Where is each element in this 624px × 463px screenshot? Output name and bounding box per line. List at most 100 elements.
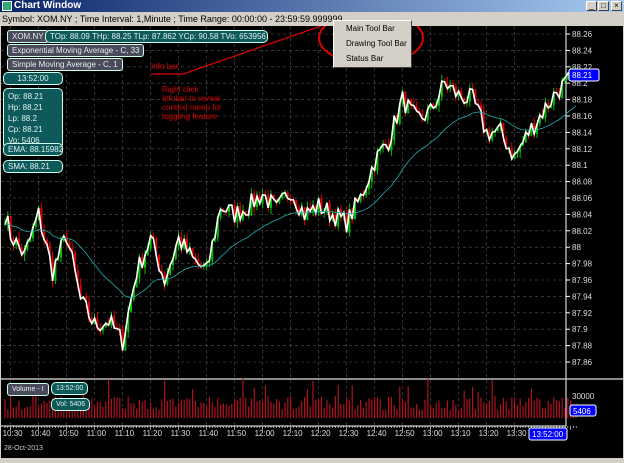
volume-last-badge bbox=[569, 404, 597, 417]
x-tick-label: 10:30 bbox=[3, 429, 24, 438]
candle-body bbox=[446, 81, 449, 89]
candle-body bbox=[312, 205, 314, 212]
sma-indicator-label[interactable]: Simple Moving Average - C, 1 bbox=[7, 58, 123, 71]
candle-body bbox=[40, 207, 43, 232]
candle-body bbox=[496, 126, 499, 132]
candle-body bbox=[337, 209, 340, 227]
candle-body bbox=[261, 194, 264, 204]
symbol-badge[interactable]: XOM.NY bbox=[7, 30, 49, 43]
candle-body bbox=[216, 217, 219, 238]
menu-item-main-tool-bar[interactable]: Main Tool Bar bbox=[346, 24, 395, 33]
candle-body bbox=[334, 214, 337, 227]
candle-body bbox=[54, 260, 57, 281]
candle-body bbox=[242, 211, 244, 220]
candle-body bbox=[457, 90, 460, 97]
ema-value: EMA: 88.15982 bbox=[3, 143, 63, 156]
candle-body bbox=[12, 239, 15, 245]
close-line bbox=[4, 70, 577, 351]
x-tick-label: 11:20 bbox=[143, 429, 163, 438]
symbol-info-line: Symbol: XOM.NY ; Time Interval: 1,Minute… bbox=[2, 14, 343, 24]
candle-body bbox=[415, 105, 418, 111]
candle-body bbox=[513, 153, 516, 159]
y-tick-label: 87.96 bbox=[572, 276, 593, 285]
info-bar-stats[interactable]: TOp: 88.09 THp: 88.25 TLp: 87.862 YCp: 9… bbox=[45, 30, 268, 43]
candle-body bbox=[286, 192, 289, 199]
window-title: Chart Window bbox=[14, 0, 82, 11]
candle-body bbox=[239, 206, 242, 220]
candle-body bbox=[29, 238, 32, 242]
candle-body bbox=[435, 105, 438, 109]
candle-body bbox=[516, 151, 519, 154]
candle-body bbox=[306, 207, 309, 220]
candle-body bbox=[505, 137, 508, 149]
volume-cursor-value: Vol: 5406 bbox=[51, 398, 91, 411]
candle-body bbox=[547, 103, 550, 108]
candle-body bbox=[200, 264, 202, 267]
candle-body bbox=[219, 209, 222, 218]
volume-indicator-label[interactable]: Volume - I bbox=[7, 383, 49, 396]
candle-body bbox=[303, 207, 306, 220]
candle-body bbox=[253, 193, 256, 208]
candle-body bbox=[480, 105, 482, 111]
candle-body bbox=[79, 284, 82, 299]
annotation-arrow bbox=[151, 25, 322, 75]
chart-area[interactable]: 88.26 88.24 88.22 88.2 88.18 88.16 88.14 88.12 8… bbox=[1, 11, 623, 458]
candle-body bbox=[121, 329, 124, 351]
candle-body bbox=[348, 209, 351, 233]
candle-body bbox=[354, 198, 356, 220]
candle-body bbox=[166, 274, 169, 285]
candle-body bbox=[440, 81, 443, 97]
candle-body bbox=[564, 77, 566, 82]
candle-body bbox=[488, 129, 491, 140]
high-value: Hp: 88.21 bbox=[8, 103, 43, 112]
candle-body bbox=[524, 132, 527, 143]
last-price-badge bbox=[568, 68, 600, 82]
menu-item-status-bar[interactable]: Status Bar bbox=[346, 54, 384, 63]
x-tick-label: 11:40 bbox=[199, 429, 219, 438]
candle-body bbox=[205, 262, 208, 266]
candle-body bbox=[502, 123, 505, 138]
y-tick-label: 87.9 bbox=[572, 325, 588, 334]
minimize-button[interactable]: _ bbox=[586, 1, 597, 11]
candle-body bbox=[474, 89, 477, 104]
candle-body bbox=[160, 270, 163, 274]
candle-body bbox=[379, 148, 382, 152]
candle-body bbox=[281, 193, 284, 199]
candle-body bbox=[418, 110, 421, 114]
candle-body bbox=[233, 205, 236, 223]
menu-item-drawing-tool-bar[interactable]: Drawing Tool Bar bbox=[346, 39, 407, 48]
candle-body bbox=[298, 208, 300, 215]
candle-body bbox=[228, 205, 230, 212]
candle-body bbox=[113, 316, 116, 329]
candle-body bbox=[23, 250, 26, 255]
x-tick-label: 12:10 bbox=[283, 429, 304, 438]
candle-body bbox=[96, 318, 99, 328]
candle-body bbox=[258, 196, 261, 204]
candle-body bbox=[438, 96, 440, 106]
candle-body bbox=[60, 241, 62, 258]
candle-body bbox=[530, 123, 533, 136]
candle-body bbox=[270, 195, 272, 208]
candle-body bbox=[250, 193, 253, 215]
x-tick-label: 12:30 bbox=[339, 429, 360, 438]
candle-body bbox=[169, 265, 172, 275]
close-value: Cp: 88.21 bbox=[8, 125, 43, 134]
x-tick-label: 11:50 bbox=[227, 429, 247, 438]
y-tick-label: 88.22 bbox=[572, 63, 593, 72]
info-bar-annotation: Info bar bbox=[151, 62, 179, 71]
price-chart[interactable]: 88.2688.2488.2288.288.1888.1688.1488.128… bbox=[1, 11, 623, 458]
close-button[interactable]: × bbox=[611, 1, 622, 11]
last-time-value: 13:52:00 bbox=[532, 430, 564, 439]
candle-body bbox=[390, 140, 393, 151]
candle-body bbox=[51, 256, 54, 281]
candle-body bbox=[76, 270, 79, 285]
candle-body bbox=[449, 85, 452, 89]
candle-body bbox=[138, 256, 141, 279]
ema-indicator-label[interactable]: Exponential Moving Average - C, 33 bbox=[7, 44, 145, 57]
candle-body bbox=[538, 115, 541, 125]
candle-body bbox=[191, 247, 194, 257]
x-tick-label: 12:40 bbox=[367, 429, 388, 438]
candle-body bbox=[194, 256, 197, 260]
candle-body bbox=[429, 104, 432, 109]
maximize-button[interactable]: □ bbox=[598, 1, 609, 11]
